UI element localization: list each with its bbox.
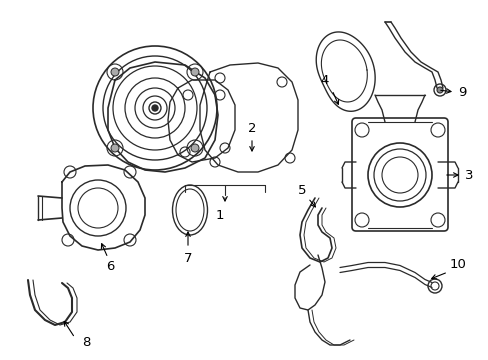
Circle shape [111, 68, 119, 76]
Circle shape [436, 87, 442, 93]
Text: 7: 7 [183, 252, 192, 265]
Circle shape [191, 68, 199, 76]
Text: 10: 10 [449, 258, 466, 271]
Circle shape [152, 105, 158, 111]
Text: 2: 2 [247, 122, 256, 135]
Text: 4: 4 [320, 73, 328, 86]
Text: 3: 3 [464, 168, 472, 181]
Text: 5: 5 [297, 184, 305, 197]
Text: 1: 1 [215, 208, 224, 221]
Circle shape [191, 144, 199, 152]
Text: 6: 6 [105, 260, 114, 273]
Circle shape [111, 144, 119, 152]
Text: 9: 9 [457, 86, 466, 99]
Text: 8: 8 [82, 336, 90, 348]
